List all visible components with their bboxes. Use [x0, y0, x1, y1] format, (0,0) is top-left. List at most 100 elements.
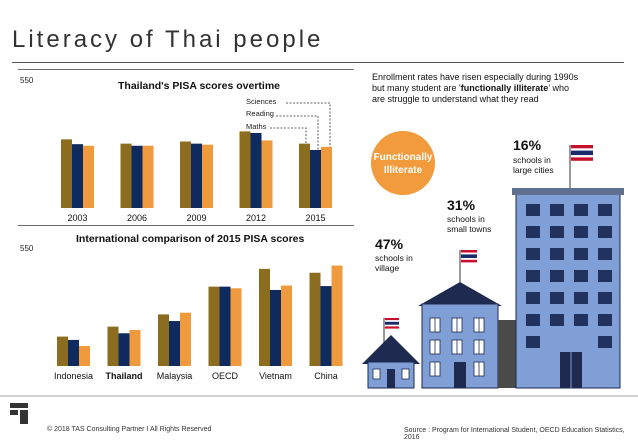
village-label-line2: village [375, 263, 400, 273]
legend-sciences: Sciences [246, 97, 277, 106]
city-window [574, 270, 588, 282]
enrollment-note-emphasis: functionally illiterate [460, 83, 549, 93]
chart2-bar-oecd-maths [230, 288, 242, 366]
village-percent: 47% [375, 236, 404, 252]
chart2-bar-indonesia-maths [79, 346, 90, 366]
city-window [526, 204, 540, 216]
city-window [550, 204, 564, 216]
towns-percent: 31% [447, 197, 476, 213]
chart1-top-rule [18, 69, 354, 70]
chart1-category-label-2015: 2015 [305, 213, 325, 223]
city-window [526, 314, 540, 326]
chart2-category-label-vietnam: Vietnam [259, 371, 292, 381]
chart1-title: Thailand's PISA scores overtime [118, 80, 281, 92]
chart2-bar-oecd-sciences [208, 286, 220, 366]
city-window [574, 248, 588, 260]
leader-reading [276, 115, 319, 163]
city-window [598, 336, 612, 348]
chart1-category-label-2003: 2003 [67, 213, 87, 223]
city-window [598, 204, 612, 216]
chart1-bar-2015-maths [321, 146, 332, 208]
chart1-bar-2012-sciences [239, 131, 251, 208]
village-window-left [372, 368, 381, 380]
chart1-bar-2015-reading [310, 150, 321, 208]
city-window [574, 314, 588, 326]
chart2-top-rule [18, 225, 354, 226]
city-window [574, 226, 588, 238]
chart2-title: International comparison of 2015 PISA sc… [76, 233, 305, 245]
town-school-illustration [418, 250, 520, 389]
city-window [550, 292, 564, 304]
enrollment-note-line3: are struggle to understand what they rea… [372, 94, 539, 104]
city-roofline [512, 188, 624, 195]
village-label: schools in village [375, 253, 413, 273]
chart2-category-label-thailand: Thailand [105, 371, 142, 381]
chart2-bar-malaysia-reading [169, 321, 180, 366]
chart2-category-label-china: China [314, 371, 338, 381]
city-window [574, 292, 588, 304]
city-window [598, 270, 612, 282]
city-school-illustration [512, 145, 624, 389]
town-flag [461, 250, 477, 263]
leader-sciences [286, 102, 331, 155]
city-window [526, 248, 540, 260]
city-window [574, 204, 588, 216]
chart2-bar-thailand-maths [129, 329, 141, 366]
city-window [526, 336, 540, 348]
enrollment-note-line2-start: but many student are ' [372, 83, 461, 93]
cities-label-line1: schools in [513, 155, 551, 165]
chart2-bars [57, 265, 343, 366]
chart2-category-label-malaysia: Malaysia [157, 371, 193, 381]
chart1-bar-2006-sciences [120, 143, 132, 208]
bubble-text-line2: Illiterate [384, 165, 423, 176]
towns-label-line1: schools in [447, 214, 485, 224]
chart2-bar-oecd-reading [219, 286, 231, 366]
page-title: Literacy of Thai people [12, 26, 324, 53]
chart1-y-tick-550: 550 [20, 76, 34, 85]
chart1-bars [61, 131, 332, 208]
chart2-bar-china-maths [331, 265, 343, 366]
chart1-bar-2006-maths [142, 145, 154, 208]
bubble-circle [371, 131, 435, 195]
company-logo [10, 403, 28, 424]
city-window [550, 314, 564, 326]
enrollment-note: Enrollment rates have risen especially d… [372, 72, 578, 105]
legend-reading: Reading [246, 109, 274, 118]
towns-label-line2: small towns [447, 224, 492, 234]
bubble-text-line1: Functionally [374, 152, 433, 163]
chart2-bar-china-reading [320, 286, 332, 366]
enrollment-note-line2-end: ' who [548, 83, 570, 93]
chart1-bar-2012-reading [250, 132, 262, 208]
town-windows [429, 317, 485, 377]
chart2-category-label-oecd: OECD [212, 371, 239, 381]
village-window-right [401, 368, 410, 380]
city-window [550, 226, 564, 238]
chart1-bar-2003-sciences [61, 139, 72, 208]
chart2-bar-thailand-reading [118, 333, 130, 366]
chart1-bar-2009-reading [191, 143, 202, 208]
cities-label: schools in large cities [513, 155, 554, 175]
city-window [526, 226, 540, 238]
city-window [598, 292, 612, 304]
chart1-bar-2015-sciences [299, 143, 310, 208]
city-window [598, 226, 612, 238]
chart1-bar-2006-reading [131, 145, 143, 208]
city-windows [526, 204, 612, 348]
chart1-category-label-2006: 2006 [127, 213, 147, 223]
town-roof [418, 282, 502, 306]
enrollment-note-line1: Enrollment rates have risen especially d… [372, 72, 579, 82]
city-window [598, 314, 612, 326]
enrollment-note-line2: but many student are 'functionally illit… [372, 83, 578, 94]
chart2-bar-indonesia-sciences [57, 336, 68, 366]
legend-maths: Maths [246, 122, 267, 131]
city-flag [571, 145, 593, 161]
chart1-category-label-2012: 2012 [246, 213, 266, 223]
cities-percent: 16% [513, 137, 542, 153]
village-door [387, 369, 395, 388]
chart1-bar-2012-maths [261, 140, 273, 208]
functionally-illiterate-bubble: Functionally Illiterate [371, 131, 435, 195]
chart1-bar-2009-sciences [180, 141, 191, 208]
village-school-illustration [362, 318, 420, 389]
chart2-bar-vietnam-sciences [259, 268, 270, 366]
chart2-bar-malaysia-sciences [158, 314, 169, 366]
